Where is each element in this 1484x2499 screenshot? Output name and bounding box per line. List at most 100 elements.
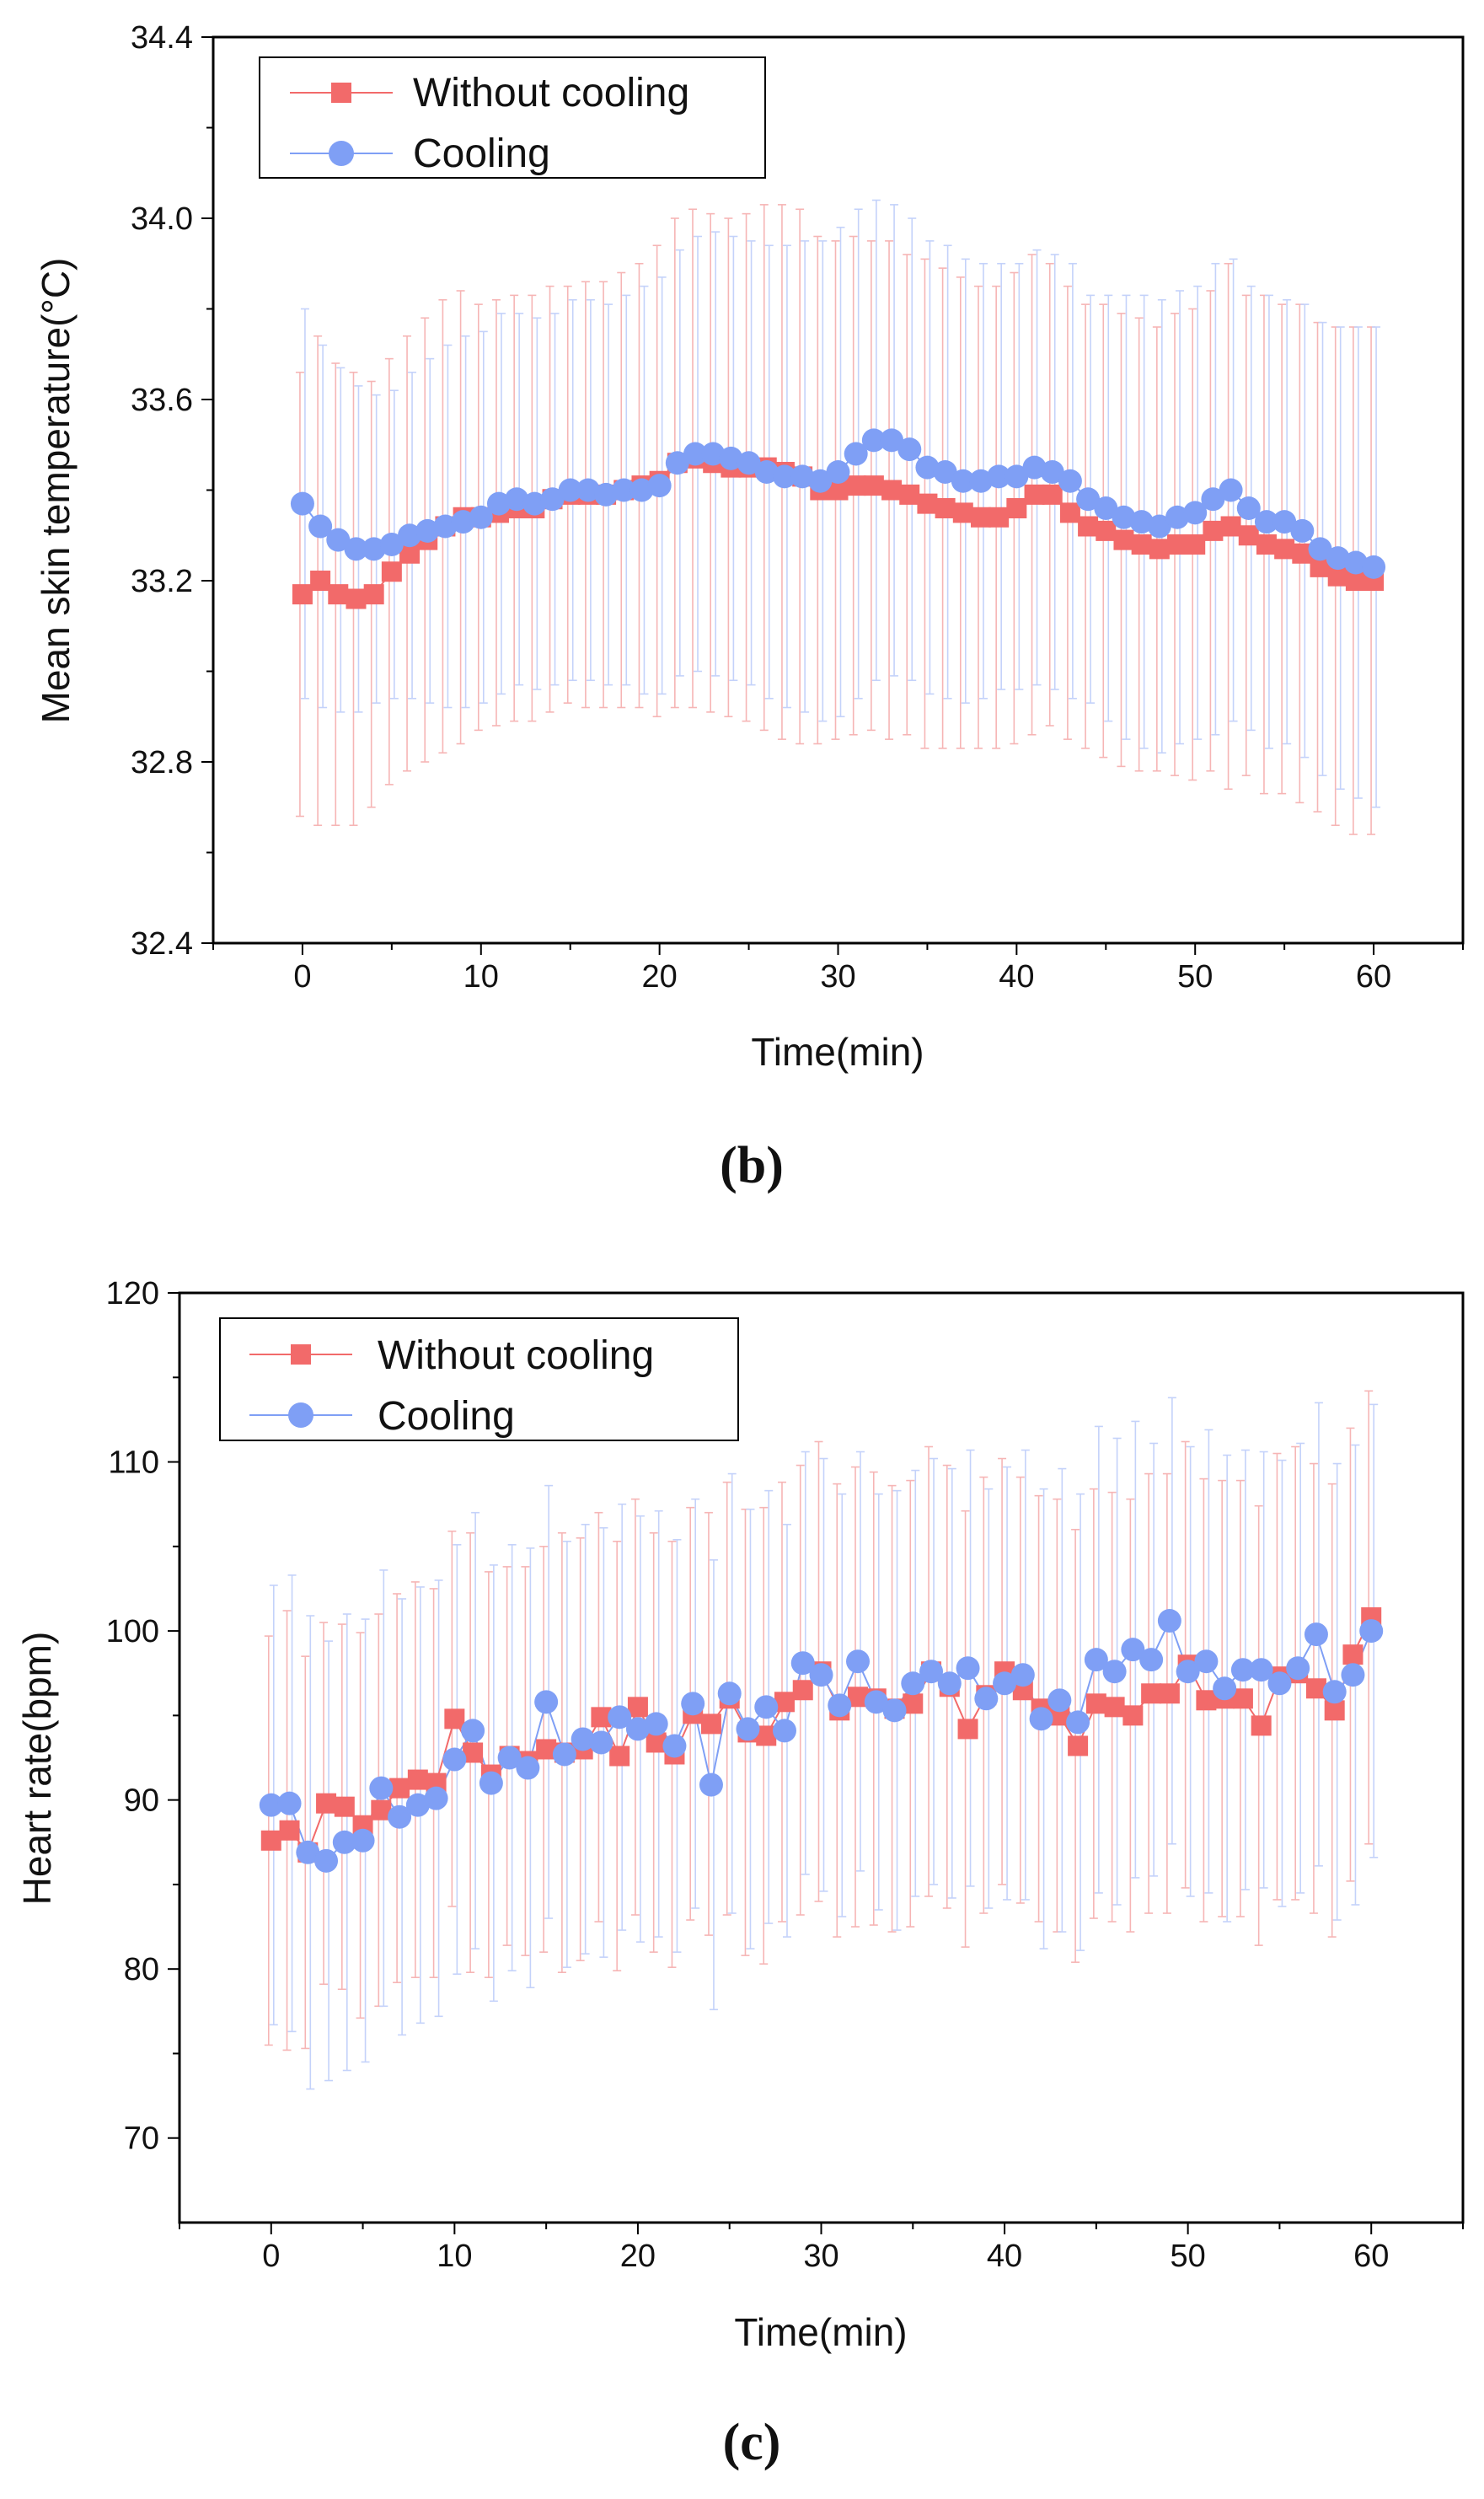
data-point-cooling bbox=[1076, 487, 1101, 512]
legend: Without cooling Cooling bbox=[259, 56, 766, 179]
data-point-without-cooling bbox=[444, 1708, 465, 1729]
series-layer bbox=[259, 1607, 1384, 1873]
data-point-cooling bbox=[1213, 1676, 1237, 1701]
data-point-cooling bbox=[522, 491, 547, 516]
data-point-cooling bbox=[362, 537, 386, 561]
data-point-without-cooling bbox=[1167, 534, 1188, 555]
x-tick-label: 50 bbox=[1171, 2239, 1206, 2274]
data-point-cooling bbox=[915, 455, 940, 480]
data-point-cooling bbox=[1102, 1660, 1127, 1684]
data-point-without-cooling bbox=[1122, 1705, 1144, 1726]
data-point-cooling bbox=[433, 514, 458, 539]
data-point-cooling bbox=[880, 428, 904, 453]
data-point-cooling bbox=[552, 1742, 576, 1767]
data-point-cooling bbox=[683, 442, 708, 466]
data-point-without-cooling bbox=[1274, 539, 1295, 560]
data-point-cooling bbox=[681, 1692, 705, 1716]
data-point-cooling bbox=[1157, 1609, 1181, 1633]
data-point-without-cooling bbox=[792, 1680, 813, 1701]
data-point-cooling bbox=[486, 491, 511, 516]
data-point-cooling bbox=[974, 1687, 999, 1711]
data-point-cooling bbox=[1290, 518, 1315, 543]
data-point-cooling bbox=[612, 478, 636, 502]
data-point-cooling bbox=[1022, 455, 1047, 480]
data-point-cooling bbox=[451, 510, 475, 534]
data-point-cooling bbox=[1147, 514, 1171, 539]
x-axis-label: Time(min) bbox=[751, 1030, 924, 1074]
y-tick-label: 110 bbox=[108, 1445, 159, 1481]
data-point-without-cooling bbox=[1203, 520, 1224, 541]
data-point-cooling bbox=[1047, 1688, 1072, 1713]
data-point-cooling bbox=[772, 1719, 796, 1743]
legend: Without cooling Cooling bbox=[219, 1317, 739, 1441]
data-point-cooling bbox=[754, 460, 779, 484]
data-point-without-cooling bbox=[1238, 525, 1259, 546]
data-point-cooling bbox=[589, 1730, 613, 1755]
x-tick-label: 30 bbox=[803, 2239, 838, 2274]
y-tick-label: 34.4 bbox=[131, 20, 193, 56]
x-tick-label: 10 bbox=[463, 959, 499, 995]
data-point-cooling bbox=[571, 1727, 595, 1751]
data-point-without-cooling bbox=[1251, 1715, 1272, 1736]
data-point-cooling bbox=[415, 518, 440, 543]
data-point-cooling bbox=[1165, 505, 1190, 529]
x-tick-label: 60 bbox=[1353, 2239, 1389, 2274]
data-point-without-cooling bbox=[899, 484, 920, 505]
data-point-without-cooling bbox=[346, 588, 367, 609]
data-point-cooling bbox=[844, 442, 868, 466]
data-point-cooling bbox=[1267, 1671, 1292, 1696]
data-point-cooling bbox=[332, 1830, 356, 1854]
data-point-without-cooling bbox=[1324, 1700, 1345, 1721]
data-point-without-cooling bbox=[1085, 1693, 1106, 1714]
data-point-cooling bbox=[861, 428, 886, 453]
data-point-cooling bbox=[497, 1746, 522, 1770]
data-point-cooling bbox=[809, 1663, 833, 1687]
legend-label-cooling: Cooling bbox=[413, 131, 550, 176]
data-point-without-cooling bbox=[1159, 1683, 1180, 1704]
x-tick-label: 20 bbox=[620, 2239, 656, 2274]
panel-label-c: (c) bbox=[723, 2414, 781, 2471]
data-point-cooling bbox=[405, 1793, 430, 1817]
data-point-cooling bbox=[398, 523, 422, 548]
legend-label-without-cooling: Without cooling bbox=[413, 71, 689, 115]
data-point-cooling bbox=[864, 1690, 888, 1714]
data-point-without-cooling bbox=[328, 584, 349, 605]
data-point-without-cooling bbox=[1141, 1683, 1162, 1704]
data-point-cooling bbox=[625, 1717, 650, 1741]
data-point-without-cooling bbox=[988, 507, 1010, 528]
data-point-cooling bbox=[1236, 496, 1261, 520]
data-point-cooling bbox=[1322, 1680, 1347, 1704]
data-point-cooling bbox=[1286, 1656, 1310, 1681]
data-point-without-cooling bbox=[316, 1793, 337, 1814]
y-tick-label: 33.2 bbox=[131, 564, 193, 599]
chart-panel-c: 0 10 20 30 40 50 60 70 80 90 100 110 120 Time(min) H… bbox=[15, 1276, 1465, 2354]
data-point-cooling bbox=[369, 1776, 394, 1800]
x-tick-label: 60 bbox=[1356, 959, 1391, 995]
data-point-cooling bbox=[1121, 1638, 1145, 1662]
data-point-cooling bbox=[644, 1712, 668, 1736]
data-point-without-cooling bbox=[1196, 1690, 1217, 1711]
data-point-cooling bbox=[1176, 1660, 1200, 1684]
data-point-cooling bbox=[1058, 469, 1082, 493]
y-tick-label: 80 bbox=[124, 1952, 159, 1987]
data-point-without-cooling bbox=[1185, 534, 1206, 555]
data-point-cooling bbox=[479, 1771, 503, 1795]
data-point-without-cooling bbox=[1232, 1688, 1253, 1709]
data-point-without-cooling bbox=[381, 561, 402, 582]
data-point-cooling bbox=[379, 533, 404, 556]
data-point-cooling bbox=[951, 469, 975, 493]
legend-label-cooling: Cooling bbox=[378, 1394, 515, 1439]
data-point-cooling bbox=[828, 1693, 852, 1718]
data-point-cooling bbox=[1005, 464, 1029, 489]
y-tick-label: 90 bbox=[124, 1783, 159, 1819]
data-point-cooling bbox=[956, 1656, 980, 1681]
data-point-without-cooling bbox=[1042, 484, 1063, 505]
data-point-cooling bbox=[290, 491, 314, 516]
x-tick-label: 20 bbox=[642, 959, 678, 995]
data-point-cooling bbox=[1010, 1663, 1035, 1687]
data-point-cooling bbox=[736, 1717, 760, 1741]
data-point-cooling bbox=[717, 1681, 742, 1706]
data-point-without-cooling bbox=[863, 475, 884, 496]
data-point-cooling bbox=[919, 1660, 944, 1684]
